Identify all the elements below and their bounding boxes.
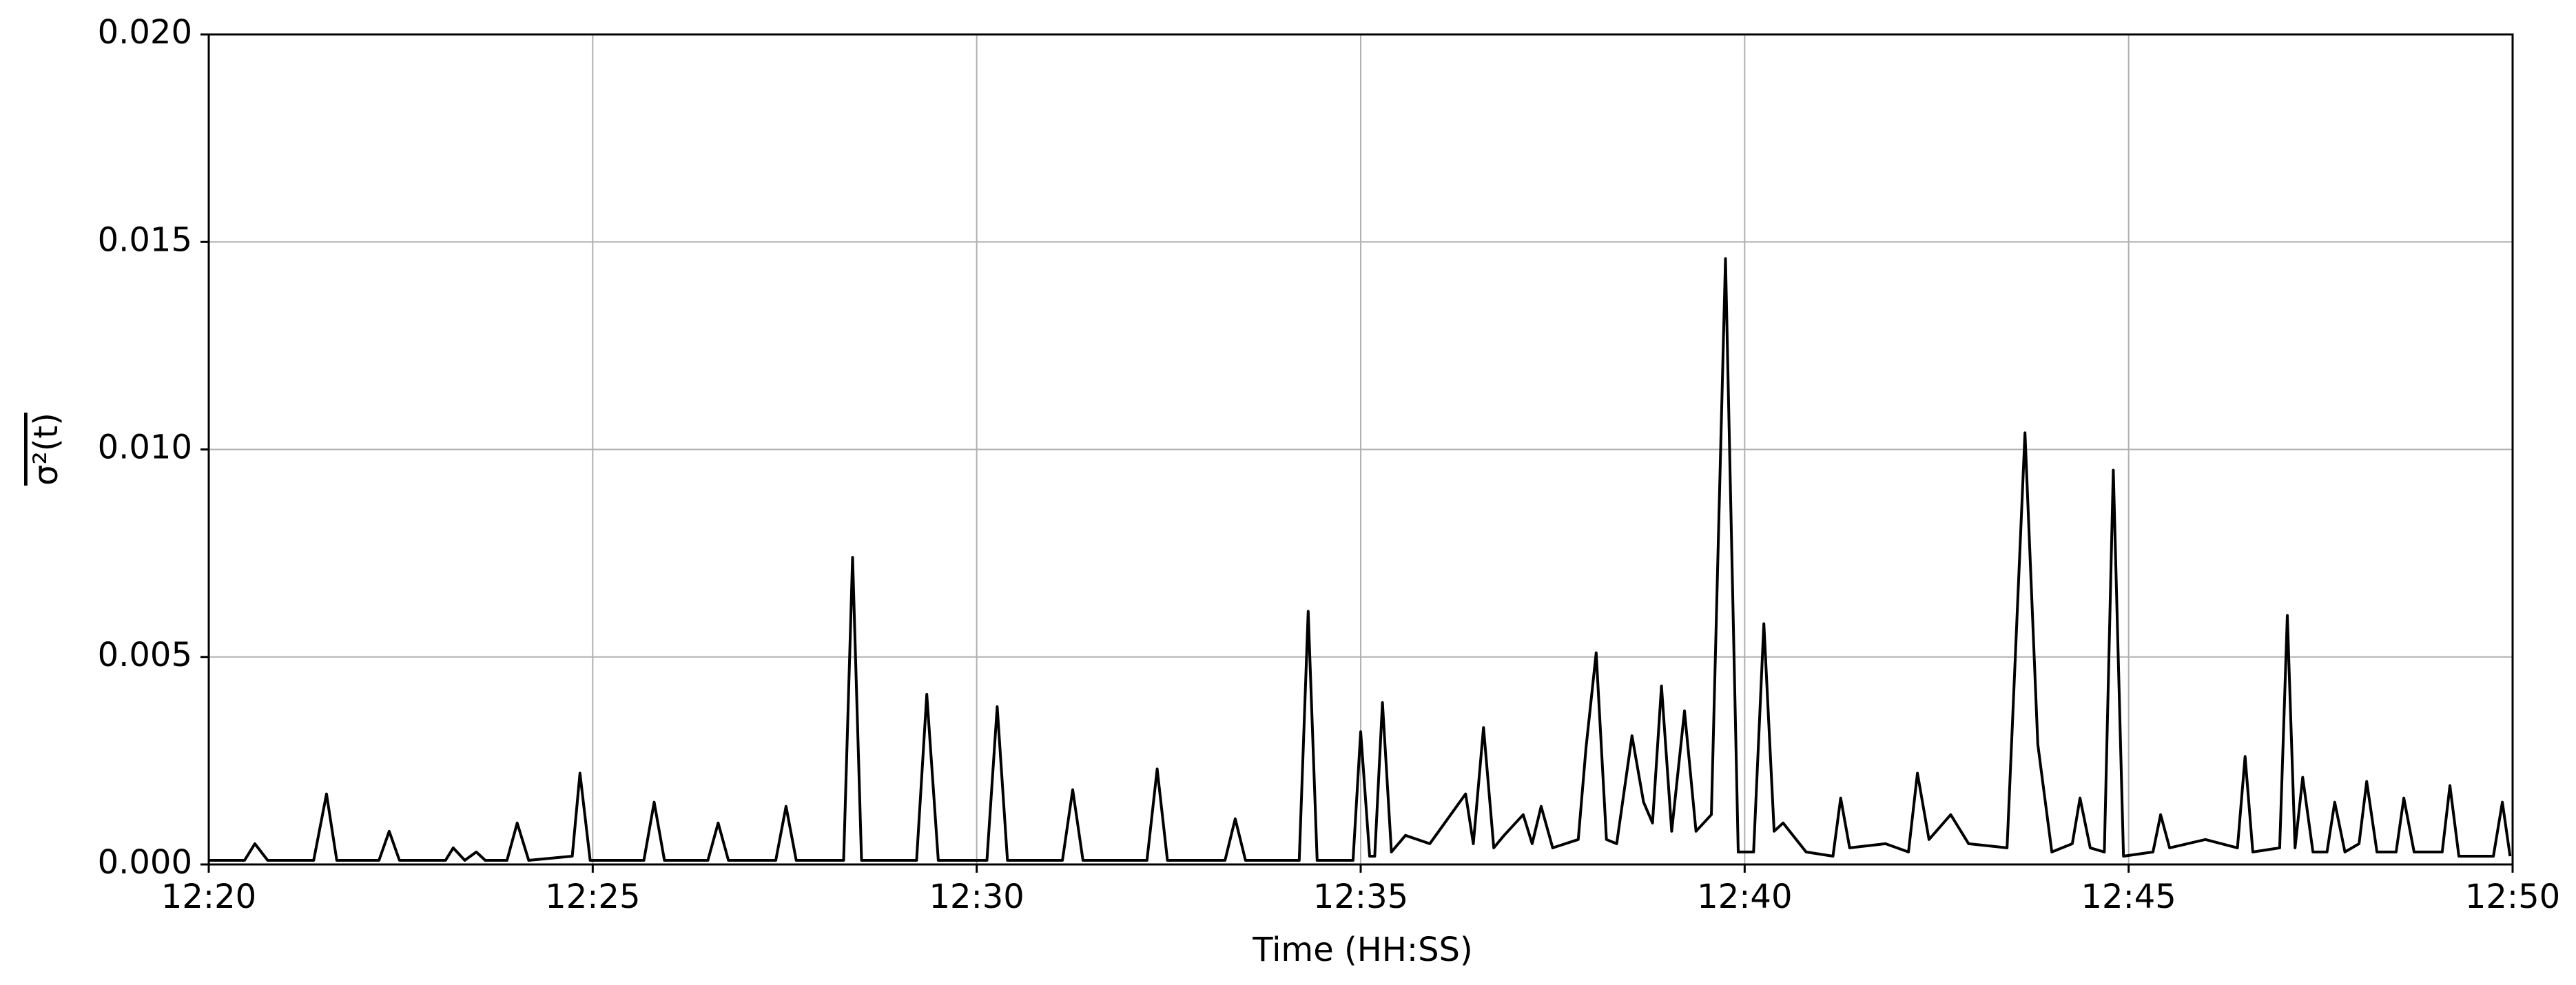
- plot-frame: [207, 33, 2514, 866]
- y-tick-label: 0.015: [98, 220, 192, 259]
- data-line: [209, 257, 2512, 862]
- x-tick-label: 12:45: [2081, 878, 2176, 916]
- x-tick-label: 12:50: [2465, 878, 2560, 916]
- y-tick-label: 0.005: [98, 636, 192, 674]
- x-tick-label: 12:20: [161, 878, 256, 916]
- x-tick-label: 12:35: [1313, 878, 1408, 916]
- x-tick-label: 12:25: [545, 878, 640, 916]
- y-tick-label: 0.010: [98, 428, 192, 467]
- x-tick-label: 12:40: [1697, 878, 1792, 916]
- x-axis-label: Time (HH:SS): [1252, 931, 1472, 969]
- y-tick-label: 0.000: [98, 843, 192, 882]
- y-axis-label: σ²(t): [27, 413, 65, 486]
- x-tick-label: 12:30: [929, 878, 1024, 916]
- y-tick-label: 0.020: [98, 13, 192, 52]
